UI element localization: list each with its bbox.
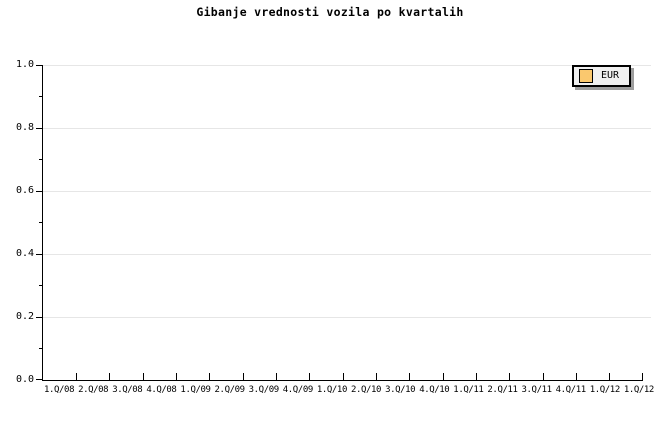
x-axis-label: 4.Q/08 xyxy=(146,385,177,395)
x-tick xyxy=(343,373,344,380)
x-axis-label: 1.Q/12 xyxy=(623,385,655,395)
x-axis-label: 1.Q/11 xyxy=(453,385,484,395)
y-minor-tick xyxy=(39,222,43,223)
x-axis-label: 2.Q/08 xyxy=(78,385,109,395)
y-axis-label: 0.8 xyxy=(15,122,34,133)
legend-box: EUR xyxy=(572,65,631,87)
x-tick xyxy=(476,373,477,380)
y-axis-label: 0.4 xyxy=(15,248,34,259)
x-tick xyxy=(409,373,410,380)
x-tick xyxy=(376,373,377,380)
x-tick xyxy=(443,373,444,380)
x-axis-label: 4.Q/11 xyxy=(555,385,587,395)
x-axis-label: 1.Q/08 xyxy=(43,385,75,395)
y-major-tick xyxy=(36,379,43,380)
y-minor-tick xyxy=(39,285,43,286)
x-tick xyxy=(642,373,643,380)
gridline-1.0 xyxy=(43,65,651,66)
y-major-tick xyxy=(36,317,43,318)
x-tick xyxy=(243,373,244,380)
x-axis-label: 2.Q/11 xyxy=(487,385,518,395)
y-major-tick xyxy=(36,191,43,192)
y-minor-tick xyxy=(39,159,43,160)
gridline-0.8 xyxy=(43,128,651,129)
x-tick xyxy=(176,373,177,380)
x-tick xyxy=(609,373,610,380)
x-tick xyxy=(276,373,277,380)
y-major-tick xyxy=(36,128,43,129)
x-axis-label: 4.Q/10 xyxy=(419,385,450,395)
x-axis-label: 2.Q/10 xyxy=(350,385,382,395)
x-tick xyxy=(209,373,210,380)
x-axis-label: 4.Q/09 xyxy=(282,385,314,395)
x-axis-label: 3.Q/08 xyxy=(112,385,143,395)
gridline-0.6 xyxy=(43,191,651,192)
y-axis-label: 1.0 xyxy=(15,59,34,70)
x-tick xyxy=(543,373,544,380)
x-tick xyxy=(309,373,310,380)
x-tick xyxy=(76,373,77,380)
y-axis-label: 0.6 xyxy=(15,185,34,196)
x-axis-label: 3.Q/09 xyxy=(248,385,280,395)
plot-area xyxy=(36,65,651,381)
legend-series-swatch-icon xyxy=(579,69,593,83)
x-axis-label: 1.Q/10 xyxy=(316,385,348,395)
y-major-tick xyxy=(36,65,43,66)
x-tick xyxy=(576,373,577,380)
x-axis-label: 3.Q/11 xyxy=(521,385,553,395)
y-axis-label: 0.2 xyxy=(15,311,34,322)
chart-title: Gibanje vrednosti vozila po kvartalih xyxy=(196,5,464,19)
y-minor-tick xyxy=(39,96,43,97)
x-tick xyxy=(143,373,144,380)
y-minor-tick xyxy=(39,348,43,349)
x-axis-label: 3.Q/10 xyxy=(385,385,416,395)
x-axis-labels: 1.Q/08 2.Q/08 3.Q/08 4.Q/08 1.Q/09 2.Q/0… xyxy=(42,385,656,397)
y-axis-label: 0.0 xyxy=(15,374,34,385)
y-major-tick xyxy=(36,254,43,255)
x-axis-label: 1.Q/12 xyxy=(589,385,621,395)
x-tick xyxy=(509,373,510,380)
gridline-0.2 xyxy=(43,317,651,318)
gridline-0.4 xyxy=(43,254,651,255)
x-axis-label: 1.Q/09 xyxy=(180,385,211,395)
x-tick xyxy=(109,373,110,380)
legend-series-label: EUR xyxy=(601,70,620,81)
x-axis-label: 2.Q/09 xyxy=(214,385,246,395)
